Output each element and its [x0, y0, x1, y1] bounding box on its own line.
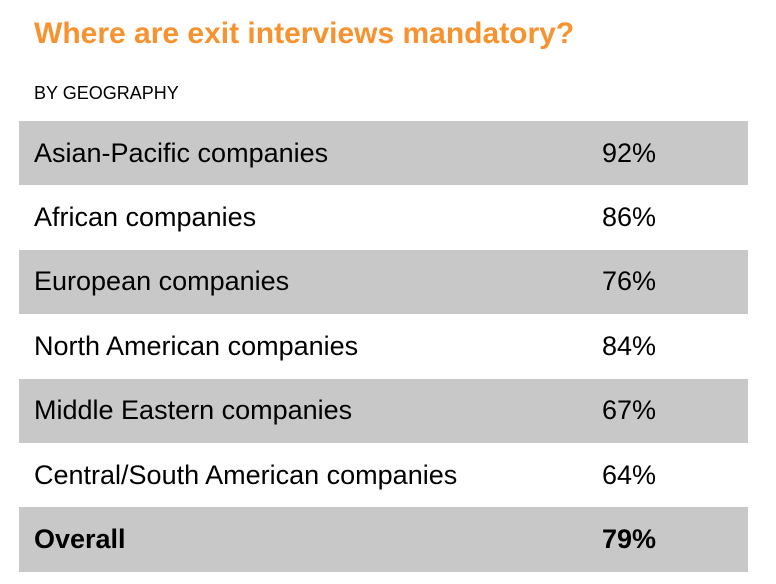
row-label: Asian-Pacific companies: [34, 137, 329, 168]
table-row-north-american-companies: North American companies 84%: [19, 314, 748, 378]
table-row-european-companies: European companies 76%: [19, 249, 748, 315]
data-table: Asian-Pacific companies 92% African compan…: [19, 121, 748, 572]
row-value: 79%: [602, 524, 657, 555]
table-row-middle-eastern-companies: Middle Eastern companies 67%: [19, 378, 748, 443]
table-row-african-companies: African companies 86%: [19, 185, 748, 249]
chart-subtitle: BY GEOGRAPHY: [34, 83, 179, 103]
row-value: 76%: [602, 266, 657, 297]
row-label: North American companies: [34, 330, 359, 361]
row-label: European companies: [34, 266, 290, 297]
row-value: 86%: [602, 202, 657, 233]
row-value: 84%: [602, 330, 657, 361]
row-label: African companies: [34, 202, 257, 233]
table-row-asian-pacific-companies: Asian-Pacific companies 92%: [19, 121, 748, 186]
row-value: 67%: [602, 395, 657, 426]
table-row-central-south-american-companies: Central/South American companies 64%: [19, 443, 748, 507]
row-label: Middle Eastern companies: [34, 395, 353, 426]
chart-title: Where are exit interviews mandatory?: [34, 17, 575, 50]
row-value: 92%: [602, 137, 657, 168]
row-label: Central/South American companies: [34, 459, 458, 490]
row-label: Overall: [34, 524, 126, 555]
row-value: 64%: [602, 459, 657, 490]
table-row-overall: Overall 79%: [19, 507, 748, 572]
